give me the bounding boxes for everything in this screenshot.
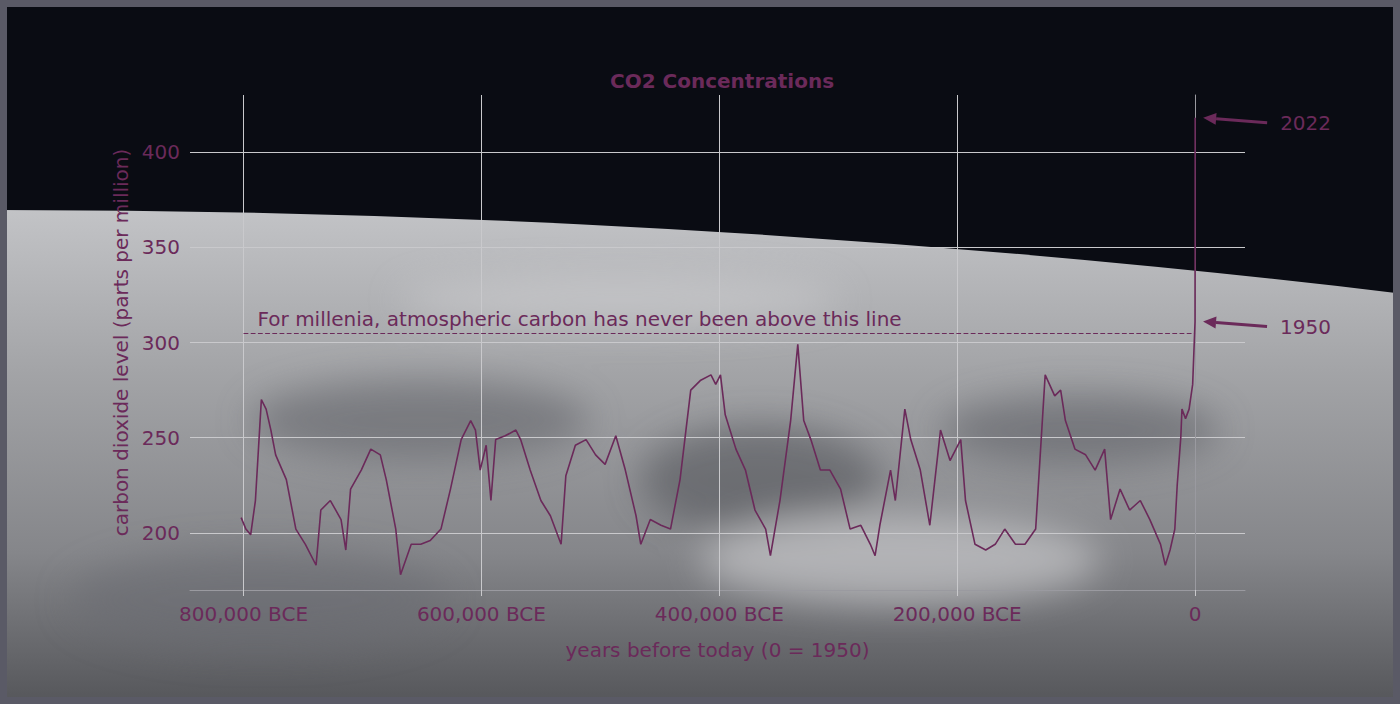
svg-text:250: 250: [142, 426, 180, 450]
svg-text:years before today (0 = 1950): years before today (0 = 1950): [565, 638, 869, 662]
svg-text:800,000 BCE: 800,000 BCE: [179, 602, 308, 626]
svg-text:1950: 1950: [1280, 315, 1331, 339]
svg-text:400: 400: [142, 140, 180, 164]
svg-text:200: 200: [142, 521, 180, 545]
svg-text:2022: 2022: [1280, 111, 1331, 135]
svg-text:For millenia, atmospheric carb: For millenia, atmospheric carbon has nev…: [258, 307, 902, 331]
svg-text:CO2 Concentrations: CO2 Concentrations: [610, 69, 834, 93]
svg-text:0: 0: [1189, 602, 1202, 626]
svg-text:carbon dioxide level (parts pe: carbon dioxide level (parts per million): [109, 149, 133, 537]
svg-text:350: 350: [142, 235, 180, 259]
svg-text:200,000 BCE: 200,000 BCE: [893, 602, 1022, 626]
svg-text:300: 300: [142, 331, 180, 355]
svg-text:600,000 BCE: 600,000 BCE: [417, 602, 546, 626]
svg-text:400,000 BCE: 400,000 BCE: [655, 602, 784, 626]
